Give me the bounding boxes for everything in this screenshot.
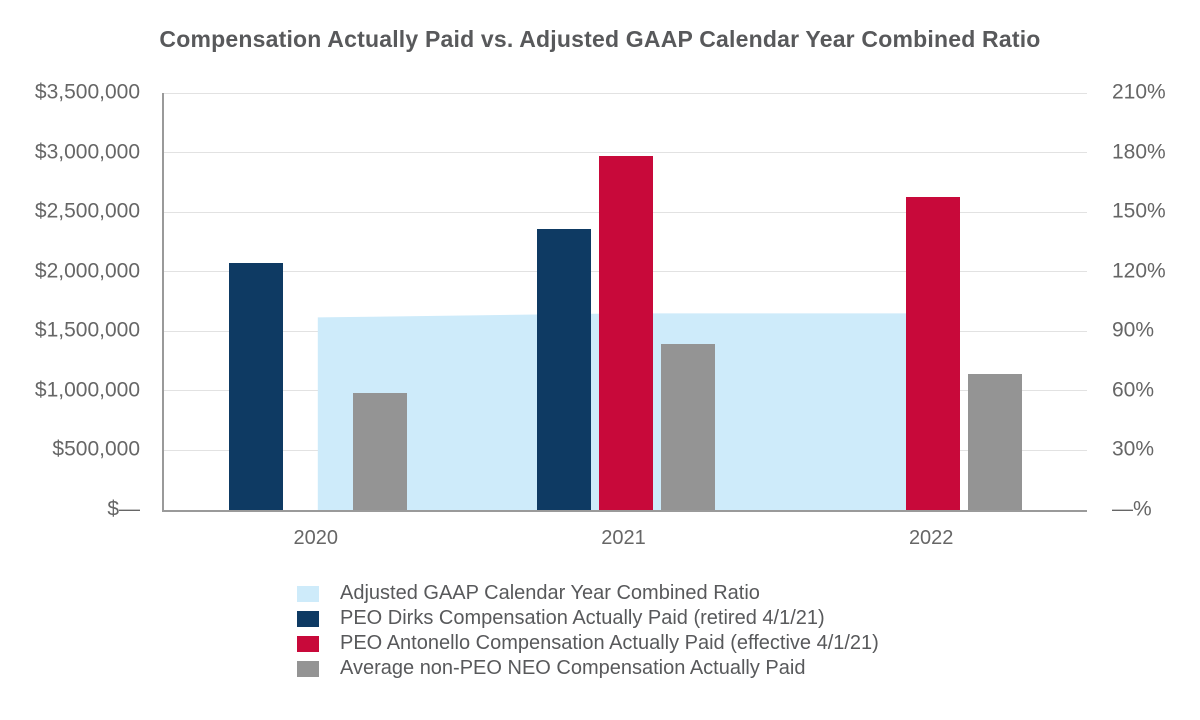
- legend-label: Average non-PEO NEO Compensation Actuall…: [340, 657, 806, 679]
- legend-label: PEO Dirks Compensation Actually Paid (re…: [340, 607, 825, 629]
- right-axis-tick: 30%: [1112, 437, 1155, 461]
- x-axis-label-2021: 2021: [601, 527, 646, 549]
- bar-red-2021: [598, 156, 653, 510]
- legend-label: PEO Antonello Compensation Actually Paid…: [340, 632, 879, 654]
- legend-label: Adjusted GAAP Calendar Year Combined Rat…: [340, 582, 760, 604]
- gridline: [164, 152, 1087, 154]
- bar-navy-2021: [536, 228, 591, 510]
- right-axis-tick: 150%: [1112, 199, 1166, 223]
- right-axis-tick: 120%: [1112, 259, 1166, 283]
- legend-swatch-navy: [297, 610, 319, 627]
- x-axis-label-2020: 2020: [293, 527, 339, 549]
- left-axis-tick: $1,000,000: [34, 378, 140, 402]
- left-axis-tick: $—: [107, 497, 140, 521]
- legend: Adjusted GAAP Calendar Year Combined Rat…: [297, 583, 879, 683]
- legend-item-red: PEO Antonello Compensation Actually Paid…: [297, 633, 879, 654]
- right-axis-tick: 210%: [1112, 80, 1166, 104]
- left-axis-tick: $500,000: [52, 437, 140, 461]
- bar-gray-2022: [968, 374, 1023, 510]
- left-axis-tick: $2,000,000: [34, 259, 140, 283]
- bar-red-2022: [906, 196, 961, 510]
- left-axis-tick: $3,000,000: [34, 140, 140, 164]
- left-axis-tick: $1,500,000: [34, 318, 140, 342]
- right-axis-tick: 180%: [1112, 140, 1166, 164]
- plot-area: [162, 92, 1087, 512]
- gridline: [164, 92, 1087, 94]
- x-axis-label-2022: 2022: [908, 527, 954, 549]
- chart-title: Compensation Actually Paid vs. Adjusted …: [159, 26, 1041, 52]
- legend-swatch-gray: [297, 660, 319, 677]
- bar-navy-2020: [228, 263, 283, 510]
- right-axis-tick: —%: [1112, 497, 1152, 521]
- bar-gray-2020: [352, 393, 407, 510]
- legend-item-gray: Average non-PEO NEO Compensation Actuall…: [297, 658, 879, 679]
- legend-swatch-red: [297, 635, 319, 652]
- left-axis-tick: $2,500,000: [34, 199, 140, 223]
- legend-item-area: Adjusted GAAP Calendar Year Combined Rat…: [297, 583, 879, 604]
- right-axis-tick: 90%: [1112, 318, 1155, 342]
- bar-gray-2021: [660, 343, 715, 510]
- left-axis-tick: $3,500,000: [34, 80, 140, 104]
- legend-item-navy: PEO Dirks Compensation Actually Paid (re…: [297, 608, 879, 629]
- right-axis-tick: 60%: [1112, 378, 1155, 402]
- legend-swatch-area: [297, 585, 319, 602]
